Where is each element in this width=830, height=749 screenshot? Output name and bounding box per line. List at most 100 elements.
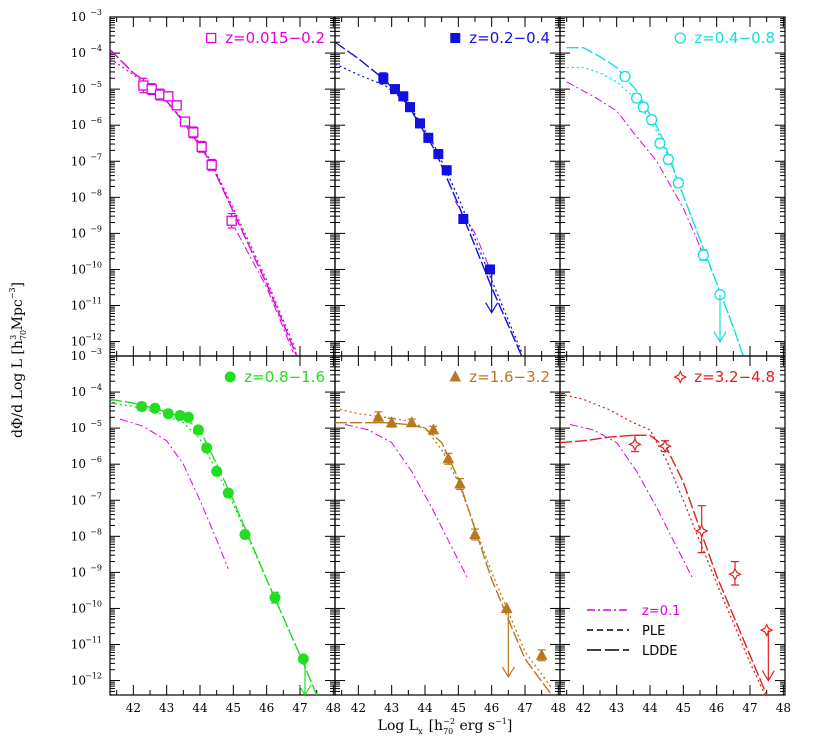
x-tick-label: 43 xyxy=(384,701,399,715)
data-point xyxy=(674,32,686,44)
panel-label: z=3.2−4.8 xyxy=(694,368,775,386)
panel-frame xyxy=(559,16,786,357)
data-point xyxy=(398,91,409,102)
y-tick-label: 10 −3 xyxy=(71,347,102,363)
data-point xyxy=(759,623,774,638)
x-tick-label: 46 xyxy=(259,701,274,715)
data-point xyxy=(162,408,174,420)
panel-6: 42 43 44 45 46 47 48 z=3.2−4.8 xyxy=(559,355,791,715)
data-points xyxy=(138,77,237,229)
data-point xyxy=(146,83,157,95)
y-axis-title: dΦ/d Log L [h703 Mpc−3] xyxy=(8,282,28,438)
data-point xyxy=(694,523,709,538)
data-point xyxy=(269,592,281,604)
ple-curve xyxy=(110,402,318,695)
panel-2: z=0.2−0.4 xyxy=(334,16,561,357)
data-point xyxy=(179,116,191,127)
data-point xyxy=(224,371,236,383)
data-point xyxy=(454,477,466,489)
x-tick-label: 45 xyxy=(226,701,241,715)
z01-curve xyxy=(566,81,708,263)
x-axis-title: Log Lx [h70−2 erg s−1] xyxy=(378,717,513,736)
model-curves xyxy=(335,407,553,695)
data-point xyxy=(154,89,166,100)
z01-curve xyxy=(569,424,694,580)
legend: z=0.1 PLE LDDE xyxy=(587,604,680,659)
x-tick-label: 47 xyxy=(517,701,532,715)
y-tick-label: 10 −6 xyxy=(71,116,102,132)
panel-label: z=0.8−1.6 xyxy=(244,368,325,386)
panel-4: 10−12 10−11 10−10 10 −9 10 −8 10 −7 10 −6 10 −5 10 −4 1… xyxy=(71,347,341,715)
data-point xyxy=(211,465,223,477)
y-tick-label: 10 −4 xyxy=(71,383,102,399)
x-tick-label: 48 xyxy=(776,701,791,715)
data-point xyxy=(222,487,234,499)
panel-3: z=0.4−0.8 xyxy=(559,16,786,357)
data-point xyxy=(458,213,469,224)
data-point xyxy=(415,118,425,129)
data-point xyxy=(450,33,461,43)
legend-label: LDDE xyxy=(642,644,677,659)
y-tick-label: 10 −6 xyxy=(71,455,102,471)
x-tick-label: 45 xyxy=(451,701,466,715)
legend-label: z=0.1 xyxy=(642,604,680,619)
x-tick-label: 42 xyxy=(576,701,591,715)
data-points xyxy=(378,72,499,314)
data-point xyxy=(631,92,643,104)
data-points xyxy=(628,434,775,682)
y-tick-label: 10−10 xyxy=(71,599,102,615)
data-point xyxy=(646,114,658,126)
model-curves xyxy=(560,393,768,695)
panels-layer: 10−12 10−11 10−10 10 −9 10 −8 10 −7 10 −6 10 −5 10 −4 1… xyxy=(71,8,791,715)
y-tick-label: 10 −8 xyxy=(71,188,102,204)
data-point xyxy=(390,84,400,95)
data-point xyxy=(378,73,389,84)
data-point xyxy=(136,400,148,412)
panel-5: 42 43 44 45 46 47 48 z=1.6−3.2 xyxy=(334,355,566,715)
data-point xyxy=(188,127,199,138)
x-tick-label: 46 xyxy=(484,701,499,715)
y-tick-label: 10−11 xyxy=(71,636,102,652)
data-point xyxy=(138,80,149,91)
ple-curve xyxy=(110,57,298,353)
y-tick-label: 10 −9 xyxy=(71,563,102,579)
data-points xyxy=(136,400,312,695)
panel-label: z=1.6−3.2 xyxy=(469,368,550,386)
data-point xyxy=(405,102,415,113)
arrow-head xyxy=(761,670,775,682)
z01-curve xyxy=(229,218,294,353)
ldde-curve xyxy=(560,434,768,695)
y-tick-label: 10 −8 xyxy=(71,527,102,543)
data-point xyxy=(163,91,174,102)
panel-label: z=0.4−0.8 xyxy=(694,29,775,47)
data-point xyxy=(628,437,642,452)
x-tick-label: 44 xyxy=(642,701,658,715)
data-point xyxy=(372,410,385,422)
x-tick-label: 44 xyxy=(417,701,433,715)
data-point xyxy=(206,159,217,171)
data-point xyxy=(297,653,309,665)
data-point xyxy=(500,601,513,613)
data-point xyxy=(427,423,440,435)
y-tick-label: 10 −5 xyxy=(71,419,102,435)
data-point xyxy=(697,249,709,261)
data-point xyxy=(201,442,213,454)
x-tick-label: 42 xyxy=(351,701,366,715)
x-tick-label: 47 xyxy=(742,701,757,715)
panel-label: z=0.2−0.4 xyxy=(469,29,550,47)
data-point xyxy=(171,100,182,111)
ldde-curve xyxy=(335,422,553,695)
data-point xyxy=(658,439,672,454)
z01-curve xyxy=(119,418,229,569)
data-points xyxy=(619,70,727,343)
x-tick-label: 43 xyxy=(609,701,624,715)
y-tick-label: 10 −7 xyxy=(71,491,102,507)
legend-label: PLE xyxy=(642,624,665,639)
data-points xyxy=(372,410,548,679)
panel-frame xyxy=(334,355,561,696)
data-point xyxy=(728,567,742,582)
data-point xyxy=(405,416,418,428)
y-tick-label: 10 −4 xyxy=(71,44,102,60)
x-tick-label: 48 xyxy=(551,701,566,715)
panel-label: z=0.015−0.2 xyxy=(225,29,325,47)
